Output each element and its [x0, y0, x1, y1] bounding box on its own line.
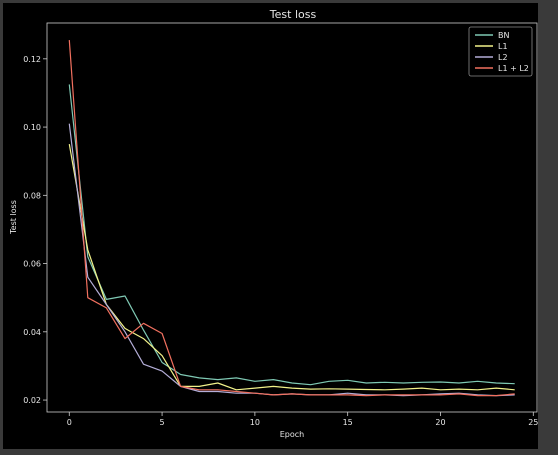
legend: BN L1 L2 L1 + L2 — [468, 26, 533, 77]
y-axis-label: Test loss — [9, 200, 18, 235]
x-tick-label: 0 — [67, 418, 72, 427]
figure-background — [3, 3, 538, 449]
x-tick-label: 15 — [343, 418, 353, 427]
x-axis: 0 5 10 15 20 25 — [67, 412, 538, 427]
legend-label: L1 + L2 — [498, 64, 529, 73]
y-tick-label: 0.02 — [23, 396, 41, 405]
series-lines — [68, 40, 515, 397]
x-tick-label: 20 — [435, 418, 445, 427]
x-tick-label: 25 — [528, 418, 538, 427]
x-axis-label: Epoch — [280, 430, 305, 439]
x-tick-label: 10 — [250, 418, 260, 427]
y-tick-label: 0.06 — [23, 260, 41, 269]
chart-title: Test loss — [269, 8, 317, 21]
x-tick-label: 5 — [160, 418, 165, 427]
legend-label: BN — [498, 31, 509, 40]
y-tick-label: 0.10 — [23, 123, 41, 132]
series-line-l1-l2 — [68, 40, 515, 397]
y-axis: 0.02 0.04 0.06 0.08 0.10 0.12 — [23, 55, 47, 405]
legend-label: L1 — [498, 42, 508, 51]
y-tick-label: 0.04 — [23, 328, 41, 337]
series-line-bn — [68, 84, 515, 386]
y-tick-label: 0.08 — [23, 191, 41, 200]
plot-frame — [46, 22, 538, 413]
y-tick-label: 0.12 — [23, 55, 41, 64]
legend-label: L2 — [498, 53, 508, 62]
legend-box — [468, 26, 533, 77]
series-line-l1 — [68, 143, 515, 391]
